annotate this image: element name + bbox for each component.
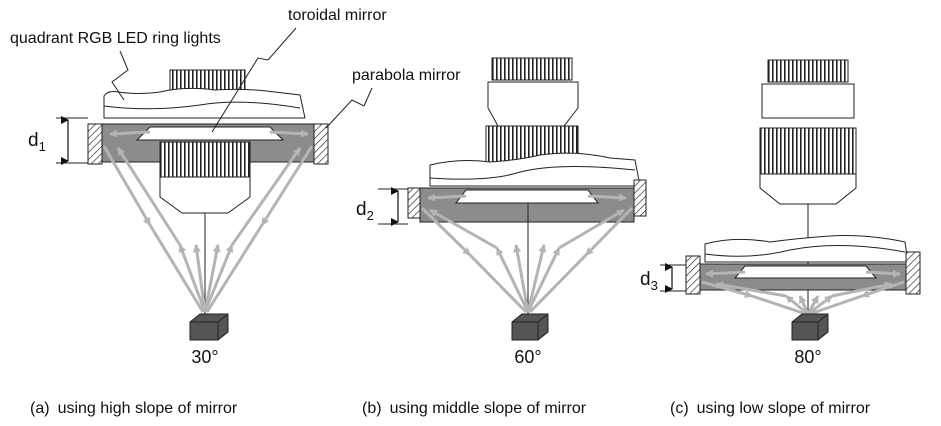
mirror-holder-left <box>685 255 701 295</box>
caption-c: (c) using low slope of mirror <box>670 400 871 417</box>
angle-label-c: 80° <box>794 347 821 367</box>
lens-ring <box>759 127 857 175</box>
lens-top-ring <box>767 59 849 83</box>
led-ring-light <box>103 87 306 119</box>
panel-c: d3 80° <box>640 59 921 367</box>
label-parabola-mirror: parabola mirror <box>352 67 461 84</box>
callout-line-toroidal <box>211 27 297 133</box>
objective-lens-upper <box>761 83 855 119</box>
toroidal-mirror <box>454 189 600 204</box>
sample-block <box>511 313 549 341</box>
caption-a: (a) using high slope of mirror <box>30 400 238 417</box>
toroidal-mirror <box>135 126 285 141</box>
lens-top-ring <box>491 57 573 81</box>
light-rays <box>102 129 314 313</box>
panel-a: d1 30° <box>28 69 329 367</box>
sample-block <box>791 313 829 341</box>
caption-b: (b) using middle slope of mirror <box>362 400 587 417</box>
mirror-holder-left <box>407 187 421 219</box>
panel-b: d2 60° <box>356 57 647 367</box>
lens-ring <box>159 141 251 178</box>
sample-block <box>189 313 229 341</box>
label-quadrant-lights: quadrant RGB LED ring lights <box>10 30 221 47</box>
mirror-holder-right <box>313 123 329 165</box>
toroidal-mirror <box>733 265 878 279</box>
label-toroidal-mirror: toroidal mirror <box>288 7 387 24</box>
light-rays <box>701 269 905 316</box>
objective-lens <box>159 176 251 214</box>
objective-lens <box>759 173 857 205</box>
d1-label: d1 <box>28 130 46 154</box>
mirror-holder-left <box>87 123 103 165</box>
light-rays <box>420 193 634 314</box>
callout-line-parabola <box>325 87 373 129</box>
led-ring-light <box>704 235 909 263</box>
d3-label: d3 <box>640 269 658 293</box>
mirror-holder-right <box>905 251 921 295</box>
mirror-holder-right <box>633 179 647 217</box>
d2-label: d2 <box>356 199 374 223</box>
callout-line-lights <box>111 50 129 101</box>
angle-label-a: 30° <box>191 347 218 367</box>
objective-lens <box>487 81 579 127</box>
angle-label-b: 60° <box>514 347 541 367</box>
